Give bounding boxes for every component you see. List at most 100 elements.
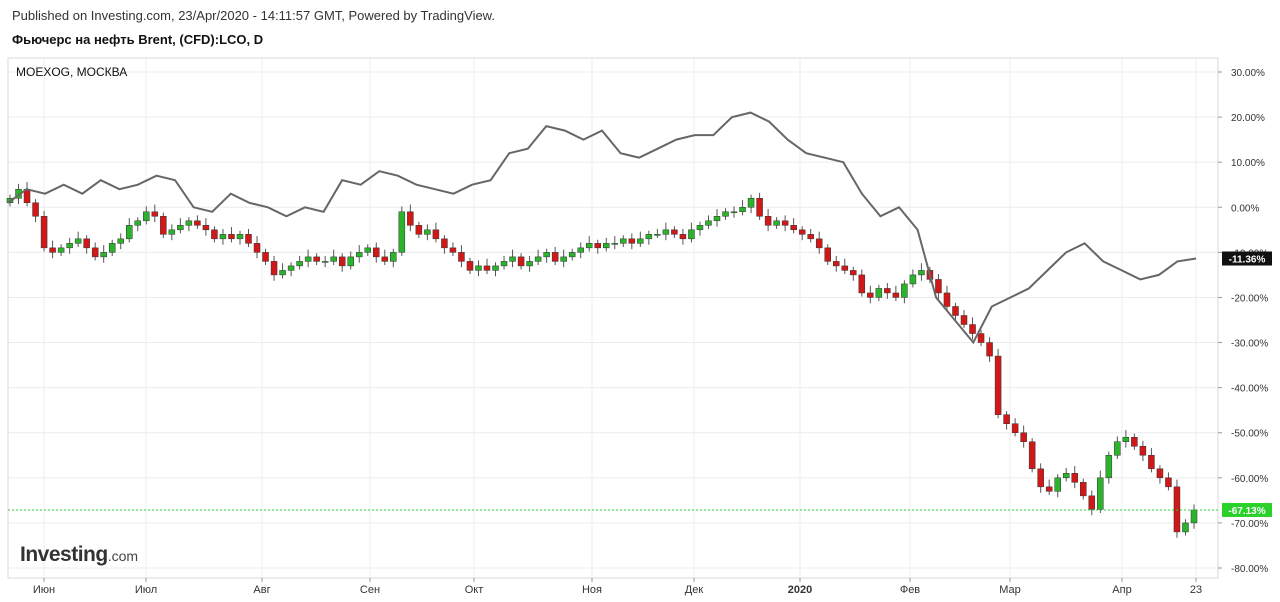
candle-up [603,243,610,249]
brent-candles [6,182,1198,538]
candle-down [832,261,840,267]
candle-down [986,342,993,357]
candle-down [1028,441,1036,470]
candle-down [756,198,763,217]
candle-down [211,229,218,240]
candle-down [551,252,559,262]
candle-up [662,229,670,235]
candle-down [449,247,457,253]
candle-down [32,202,39,217]
candle-up [1097,477,1104,510]
candle-up [713,216,721,222]
candle-down [270,261,278,276]
candle-up [534,256,542,262]
candle-down [160,216,167,235]
candle-down [1156,468,1164,479]
candle-up [57,247,65,253]
candle-down [781,220,789,226]
candle-down [994,355,1002,415]
candle-down [807,234,814,240]
y-tick-label: 10.00% [1231,158,1265,169]
candle-down [40,216,48,249]
candle-down [952,306,959,316]
logo-main: Investing [20,543,108,566]
y-tick-label: -50.00% [1231,429,1268,440]
candle-down [1071,473,1078,483]
candle-down [49,247,56,253]
candle-down [1139,446,1147,456]
y-tick-label: -30.00% [1231,339,1268,350]
x-axis: Июн Июл Авг Сен Окт Ноя Дек 2020 Фев Мар Апр 23 [33,578,1202,596]
candle-down [798,229,806,235]
candle-up [918,270,925,276]
candle-down [679,234,687,240]
candle-up [108,243,116,253]
candle-up [347,256,354,267]
candle-down [432,229,440,240]
candle-up [1105,455,1113,479]
candle-down [671,229,678,235]
candle-up [236,234,244,240]
candle-down [943,292,951,307]
candle-up [688,229,695,240]
candle-up [901,283,908,298]
candle-down [415,225,423,235]
candle-up [611,243,619,245]
candle-up [279,270,286,276]
candle-up [568,252,576,258]
y-tick-label: 0.00% [1231,203,1259,214]
candle-down [151,211,159,217]
moexog-last-value-badge-bg [1222,251,1272,266]
y-tick-label: 30.00% [1231,68,1265,79]
candle-down [1037,468,1044,488]
x-tick-label: Июн [33,584,55,596]
x-tick-label: Сен [360,584,380,596]
candle-down [1088,495,1096,510]
candle-up [100,252,107,258]
candle-up [492,265,499,271]
y-tick-label: -60.00% [1231,474,1268,485]
x-tick-label: 23 [1190,584,1202,596]
candle-up [364,247,372,253]
plot-frame [7,57,1219,579]
x-tick-label: Ноя [582,584,602,596]
candle-down [245,234,252,244]
logo-suffix: .com [107,548,139,564]
candle-down [1020,432,1027,442]
candle-down [458,252,465,262]
candle-down [381,256,389,262]
candle-up [543,252,550,258]
compare-series-label: MOEXOG, МОСКВА [16,65,127,79]
candle-down [1131,436,1138,447]
candle-down [628,238,636,244]
candle-down [815,238,823,249]
candle-down [262,252,269,262]
candle-up [168,229,176,235]
candle-up [730,211,738,214]
candle-down [441,238,448,249]
candle-down [764,216,772,226]
candle-down [1003,414,1010,424]
candle-down [850,270,857,276]
candle-up [773,220,780,226]
candle-down [407,211,414,226]
candle-up [577,247,584,253]
candle-down [338,256,346,267]
candle-down [91,247,99,258]
candle-down [483,265,491,271]
candle-down [253,243,261,253]
candle-down [858,274,866,294]
candle-up [74,238,82,244]
x-tick-label: 2020 [788,584,812,596]
candle-down [892,292,900,298]
candle-down [824,247,831,262]
candle-up [526,261,533,267]
candle-up [66,243,73,249]
x-tick-label: Июл [135,584,157,596]
candle-up [143,211,150,222]
candle-down [194,220,201,226]
candle-up [390,252,397,262]
value-badges: -11.36% -67.13% [1222,251,1272,517]
candle-up [287,265,295,271]
